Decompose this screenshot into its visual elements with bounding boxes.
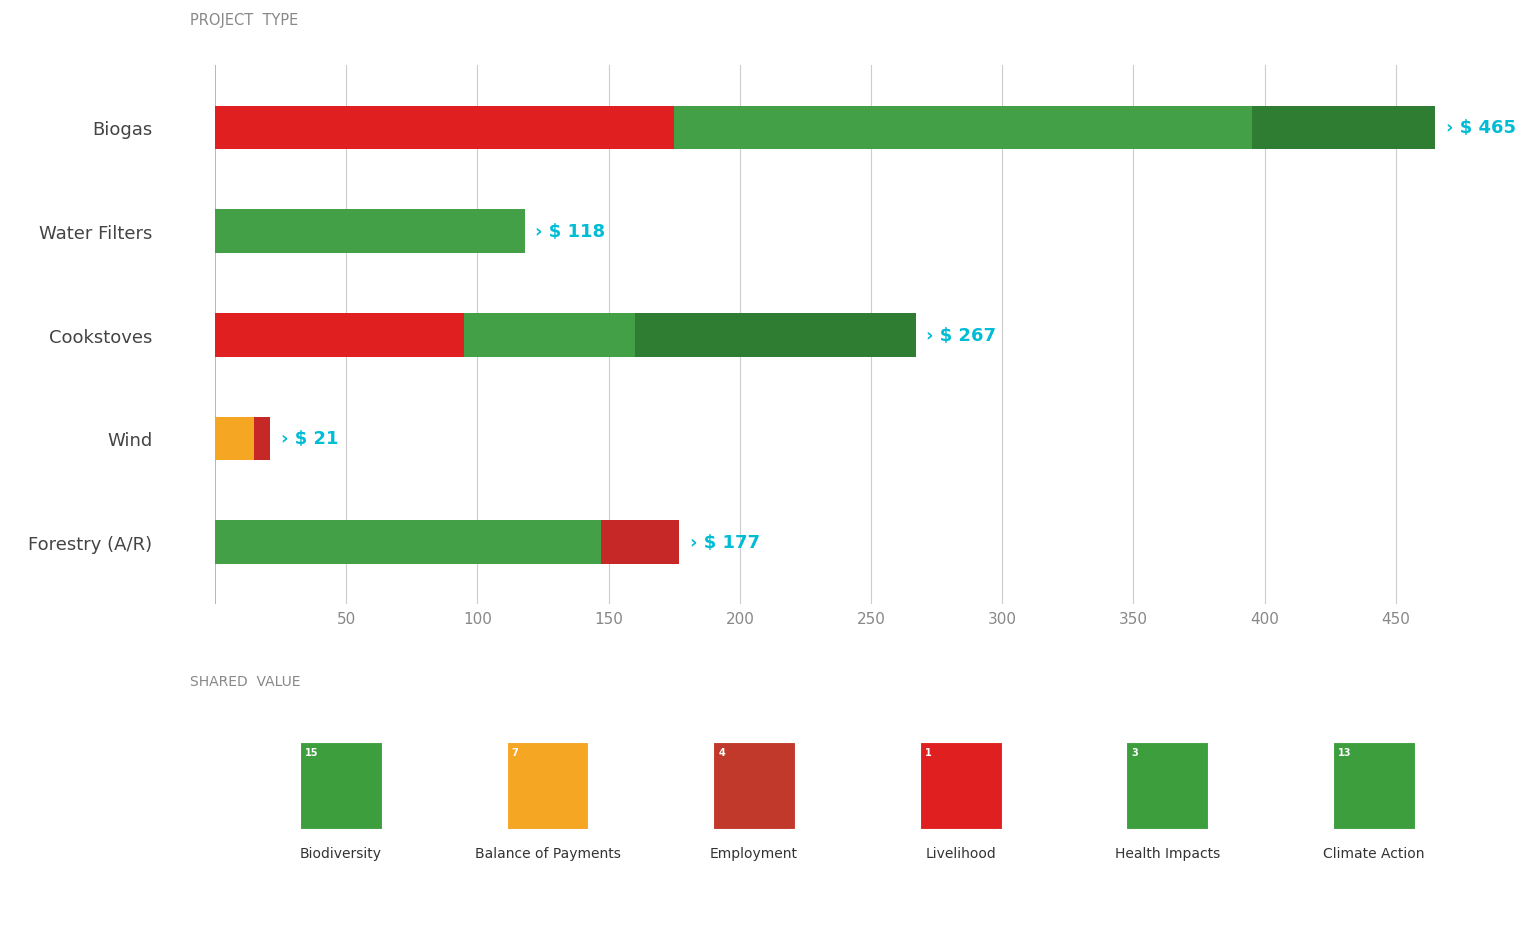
Bar xyxy=(507,742,588,830)
Text: › $ 267: › $ 267 xyxy=(926,327,997,345)
Bar xyxy=(300,742,382,830)
Text: 7: 7 xyxy=(511,747,519,757)
Bar xyxy=(255,417,270,461)
Text: 3: 3 xyxy=(1132,747,1138,757)
Text: 4: 4 xyxy=(719,747,725,757)
Bar xyxy=(215,211,525,254)
Bar xyxy=(215,521,601,565)
Text: › $ 465: › $ 465 xyxy=(1445,119,1516,137)
Bar xyxy=(1252,107,1435,150)
Bar xyxy=(215,107,674,150)
Text: › $ 118: › $ 118 xyxy=(535,223,605,241)
Text: Biodiversity: Biodiversity xyxy=(300,847,382,860)
Text: Balance of Payments: Balance of Payments xyxy=(475,847,621,860)
Bar xyxy=(920,742,1001,830)
Text: › $ 177: › $ 177 xyxy=(690,533,760,551)
Bar xyxy=(674,107,1252,150)
Text: SHARED  VALUE: SHARED VALUE xyxy=(190,675,301,689)
Text: Livelihood: Livelihood xyxy=(925,847,995,860)
Text: 15: 15 xyxy=(306,747,318,757)
Text: › $ 21: › $ 21 xyxy=(281,430,338,448)
Text: PROJECT  TYPE: PROJECT TYPE xyxy=(190,13,298,28)
Bar xyxy=(713,742,796,830)
Bar xyxy=(1333,742,1415,830)
Text: Employment: Employment xyxy=(710,847,799,860)
Text: 1: 1 xyxy=(925,747,931,757)
Bar xyxy=(634,313,915,357)
Bar xyxy=(1126,742,1209,830)
Text: 13: 13 xyxy=(1338,747,1352,757)
Text: Climate Action: Climate Action xyxy=(1322,847,1424,860)
Bar xyxy=(601,521,679,565)
Bar xyxy=(464,313,634,357)
Text: Health Impacts: Health Impacts xyxy=(1115,847,1220,860)
Bar xyxy=(215,313,464,357)
Bar xyxy=(215,417,255,461)
